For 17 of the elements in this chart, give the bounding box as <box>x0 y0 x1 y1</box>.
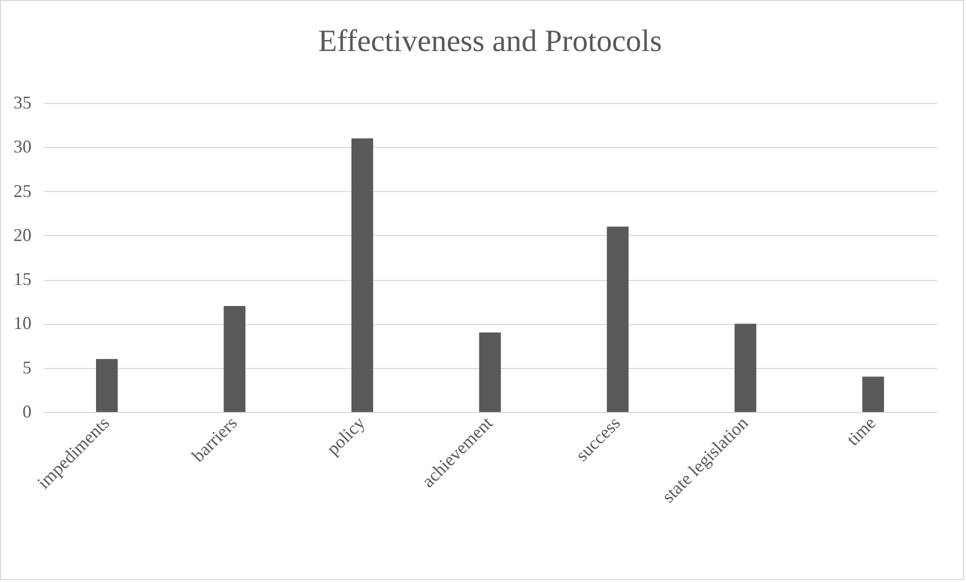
bar <box>606 226 629 412</box>
y-tick-label: 15 <box>14 269 32 290</box>
y-tick-label: 20 <box>14 224 32 245</box>
bar <box>479 332 501 412</box>
y-tick-label: 25 <box>14 180 32 201</box>
y-tick-label: 0 <box>22 402 32 422</box>
y-tick-label: 35 <box>14 92 32 112</box>
bar <box>734 324 756 412</box>
y-tick-label: 30 <box>14 136 32 157</box>
chart-title: Effectiveness and Protocols <box>318 23 662 58</box>
bar <box>96 359 118 412</box>
bar <box>224 306 246 412</box>
bar <box>862 376 884 412</box>
y-tick-label: 10 <box>14 313 32 334</box>
y-tick-label: 5 <box>22 357 32 378</box>
bar <box>351 138 374 412</box>
x-tick-label: time <box>842 412 880 450</box>
